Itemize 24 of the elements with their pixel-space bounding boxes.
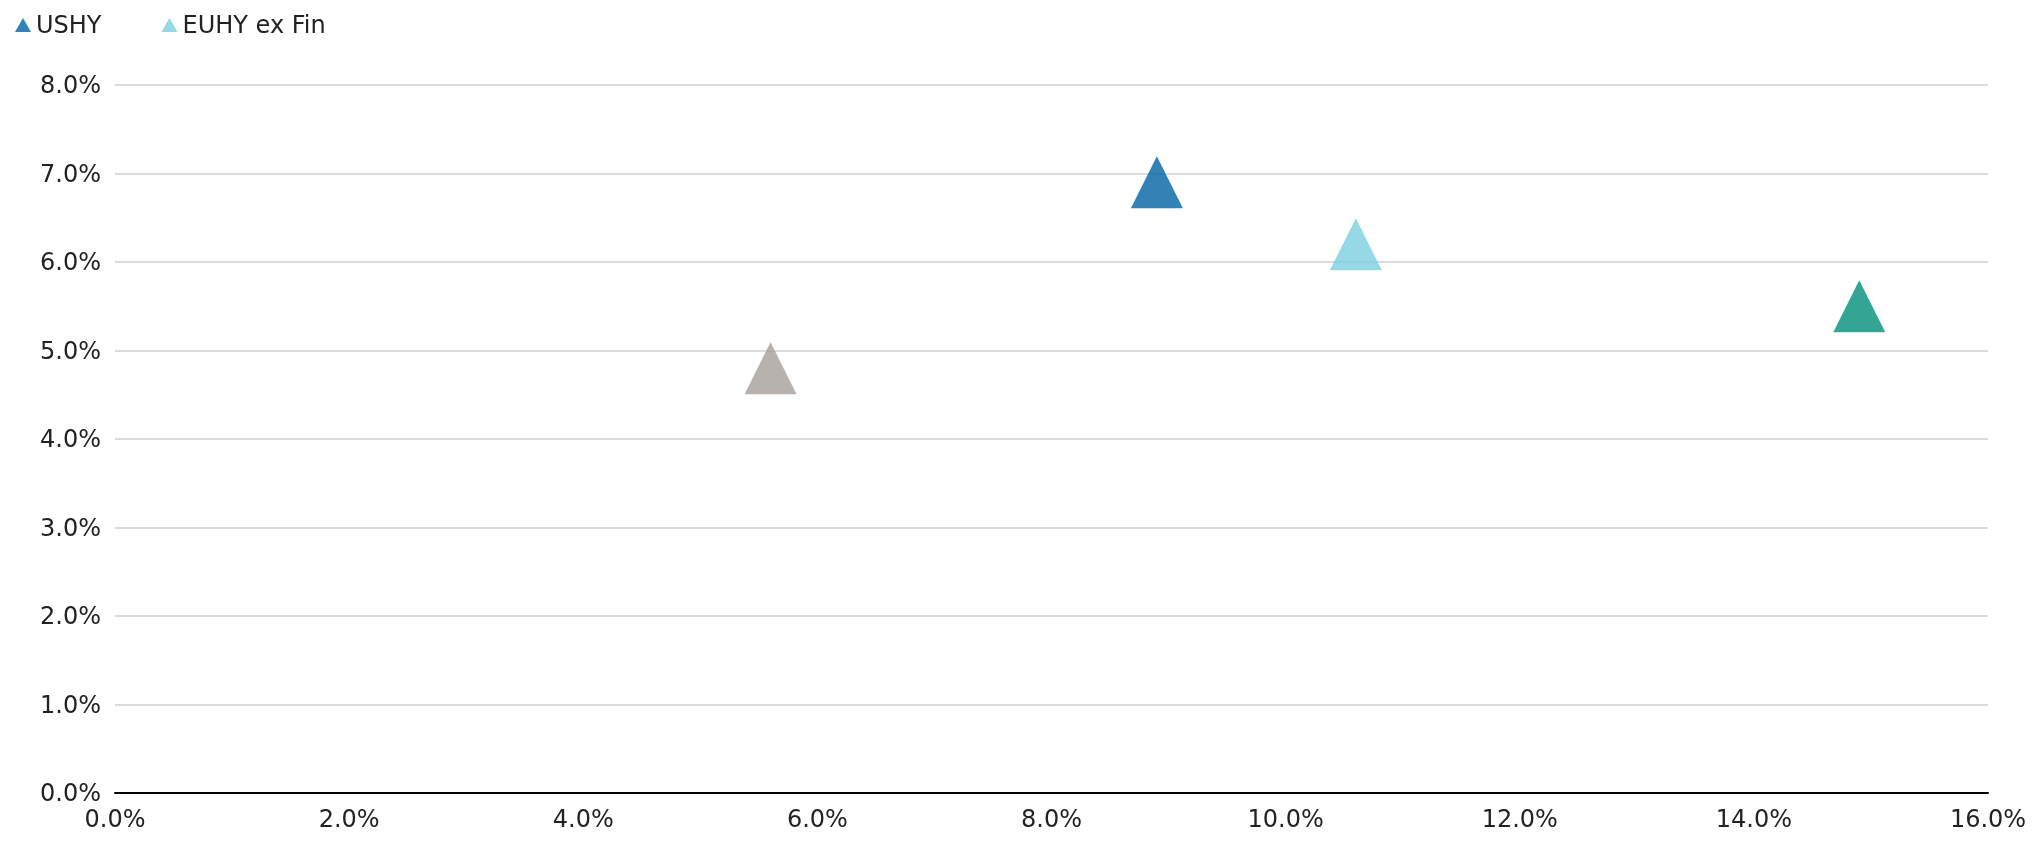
y-tick-label: 3.0%: [40, 513, 101, 542]
x-tick-label: 0.0%: [84, 805, 146, 833]
y-tick-label: 8.0%: [40, 71, 101, 99]
x-tick-label: 8.0%: [1021, 805, 1082, 833]
x-tick-label: 14.0%: [1715, 805, 1792, 833]
x-tick-label: 10.0%: [1247, 805, 1324, 833]
point: [744, 342, 797, 395]
x-tick-label: 12.0%: [1481, 805, 1558, 833]
y-tick-label: 7.0%: [40, 159, 101, 188]
y-tick-label: 1.0%: [40, 690, 101, 719]
y-tick-label: 4.0%: [40, 425, 101, 453]
x-tick-label: 6.0%: [786, 805, 848, 833]
legend-label: USHY: [36, 11, 102, 39]
point: [1329, 218, 1382, 271]
legend-label: EUHY ex Fin: [182, 11, 326, 39]
y-tick-label: 0.0%: [40, 779, 101, 807]
x-tick-label: 16.0%: [1949, 805, 2027, 833]
y-tick-label: 5.0%: [40, 336, 101, 365]
y-tick-label: 2.0%: [40, 602, 101, 630]
x-tick-label: 2.0%: [318, 805, 380, 833]
point: [1130, 156, 1183, 209]
y-tick-label: 6.0%: [40, 248, 101, 276]
point: [1833, 280, 1886, 333]
x-tick-label: 4.0%: [552, 805, 614, 833]
